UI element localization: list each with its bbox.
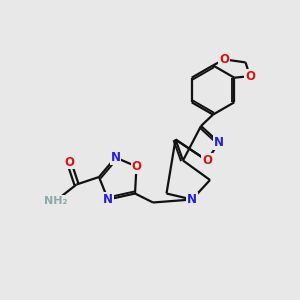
Text: O: O — [131, 160, 142, 173]
Text: N: N — [187, 193, 197, 206]
Text: O: O — [202, 154, 212, 167]
Text: N: N — [103, 193, 113, 206]
Text: N: N — [110, 151, 121, 164]
Text: O: O — [219, 53, 230, 66]
Text: NH₂: NH₂ — [44, 196, 67, 206]
Text: O: O — [64, 155, 74, 169]
Text: O: O — [245, 70, 255, 83]
Text: N: N — [214, 136, 224, 149]
